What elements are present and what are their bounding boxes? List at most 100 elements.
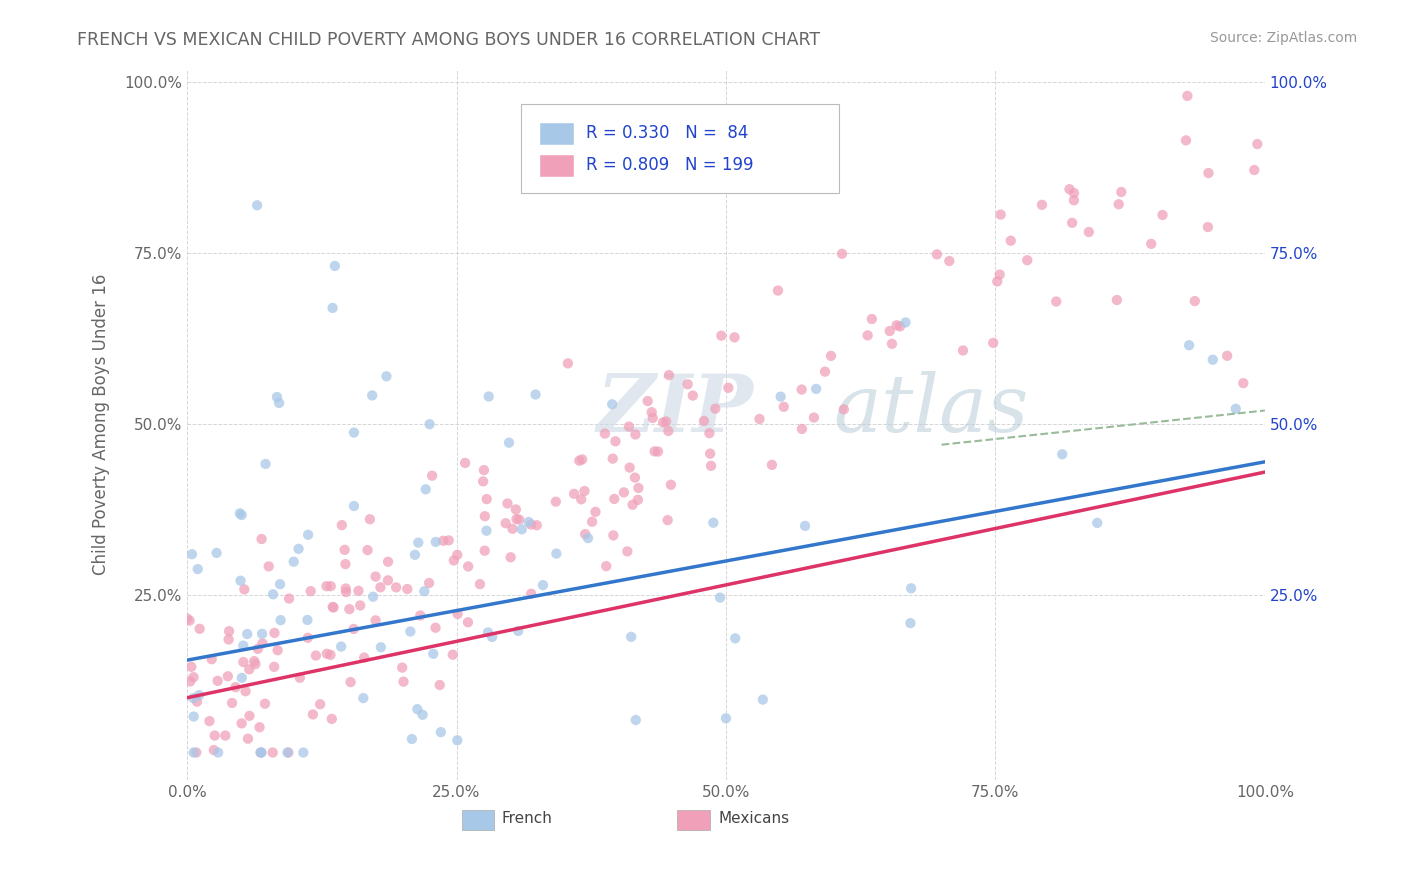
Point bbox=[856, 328, 879, 343]
Point bbox=[401, 731, 423, 746]
Point bbox=[1052, 447, 1074, 461]
Text: French: French bbox=[502, 812, 553, 827]
Point bbox=[302, 707, 325, 722]
Point bbox=[682, 388, 704, 402]
Point bbox=[1031, 198, 1053, 212]
Point bbox=[278, 591, 301, 606]
Point bbox=[794, 519, 817, 533]
Point bbox=[619, 460, 641, 475]
Point bbox=[1216, 349, 1239, 363]
Point bbox=[413, 584, 436, 599]
Point bbox=[600, 397, 623, 411]
Point bbox=[292, 746, 315, 760]
Point bbox=[370, 580, 392, 594]
Point bbox=[335, 585, 357, 599]
Point bbox=[1197, 166, 1219, 180]
Point bbox=[641, 411, 664, 425]
Point bbox=[188, 622, 211, 636]
Point bbox=[425, 535, 447, 549]
Point bbox=[315, 647, 337, 661]
Point bbox=[337, 602, 360, 616]
Point bbox=[481, 630, 503, 644]
Point bbox=[198, 714, 221, 728]
Point bbox=[574, 483, 596, 498]
Point bbox=[262, 587, 284, 601]
Point bbox=[544, 494, 567, 508]
Point bbox=[249, 746, 271, 760]
Point bbox=[283, 555, 305, 569]
Point bbox=[900, 582, 922, 596]
Point bbox=[860, 312, 883, 326]
Point bbox=[496, 496, 519, 510]
Point bbox=[249, 746, 271, 760]
Point bbox=[603, 491, 626, 506]
Point bbox=[257, 559, 280, 574]
Point bbox=[181, 691, 204, 706]
Point bbox=[714, 711, 737, 725]
Point bbox=[595, 559, 617, 574]
Point bbox=[531, 578, 554, 592]
Point bbox=[404, 548, 426, 562]
Point bbox=[233, 582, 256, 597]
Point bbox=[229, 574, 252, 588]
Point bbox=[700, 458, 723, 473]
Point bbox=[441, 648, 464, 662]
Point bbox=[524, 387, 547, 401]
Point bbox=[322, 301, 344, 315]
Point bbox=[218, 632, 240, 647]
Point bbox=[333, 542, 356, 557]
FancyBboxPatch shape bbox=[522, 104, 839, 193]
Point bbox=[183, 746, 205, 760]
Point bbox=[1017, 253, 1039, 268]
Point bbox=[576, 531, 599, 545]
Point bbox=[769, 390, 792, 404]
Point bbox=[238, 662, 260, 676]
Point bbox=[621, 498, 644, 512]
Point bbox=[657, 424, 679, 438]
Point bbox=[717, 381, 740, 395]
Point bbox=[238, 708, 260, 723]
Point bbox=[186, 695, 208, 709]
Point bbox=[364, 613, 387, 627]
Point bbox=[814, 365, 837, 379]
Point bbox=[322, 599, 344, 614]
Point bbox=[557, 356, 579, 370]
Point bbox=[693, 414, 716, 428]
Point bbox=[627, 481, 650, 495]
Point bbox=[183, 709, 205, 723]
Point bbox=[641, 405, 664, 419]
Point bbox=[180, 660, 202, 674]
Point bbox=[437, 533, 460, 548]
Point bbox=[1243, 163, 1265, 178]
Point bbox=[568, 453, 591, 467]
Point bbox=[457, 559, 479, 574]
Point bbox=[474, 543, 496, 558]
Point bbox=[253, 697, 276, 711]
Point bbox=[1178, 338, 1201, 352]
Point bbox=[886, 318, 908, 333]
Point bbox=[250, 746, 273, 760]
Point bbox=[613, 485, 636, 500]
Point bbox=[287, 541, 309, 556]
Point bbox=[399, 624, 422, 639]
Point bbox=[181, 547, 204, 561]
Point bbox=[624, 427, 647, 442]
Point bbox=[205, 546, 228, 560]
Point bbox=[477, 625, 499, 640]
Point bbox=[472, 475, 495, 489]
Point bbox=[1184, 294, 1206, 309]
Point bbox=[602, 528, 624, 542]
Point bbox=[319, 579, 342, 593]
Point bbox=[526, 518, 548, 533]
Point bbox=[505, 512, 527, 526]
Point bbox=[1108, 197, 1130, 211]
Point bbox=[432, 533, 454, 548]
Point bbox=[879, 324, 901, 338]
Point bbox=[832, 402, 855, 417]
Point bbox=[225, 680, 247, 694]
Point bbox=[217, 669, 239, 683]
Point bbox=[343, 622, 366, 636]
Text: R = 0.809   N = 199: R = 0.809 N = 199 bbox=[586, 155, 754, 174]
Point bbox=[188, 688, 211, 702]
Point bbox=[478, 389, 501, 403]
